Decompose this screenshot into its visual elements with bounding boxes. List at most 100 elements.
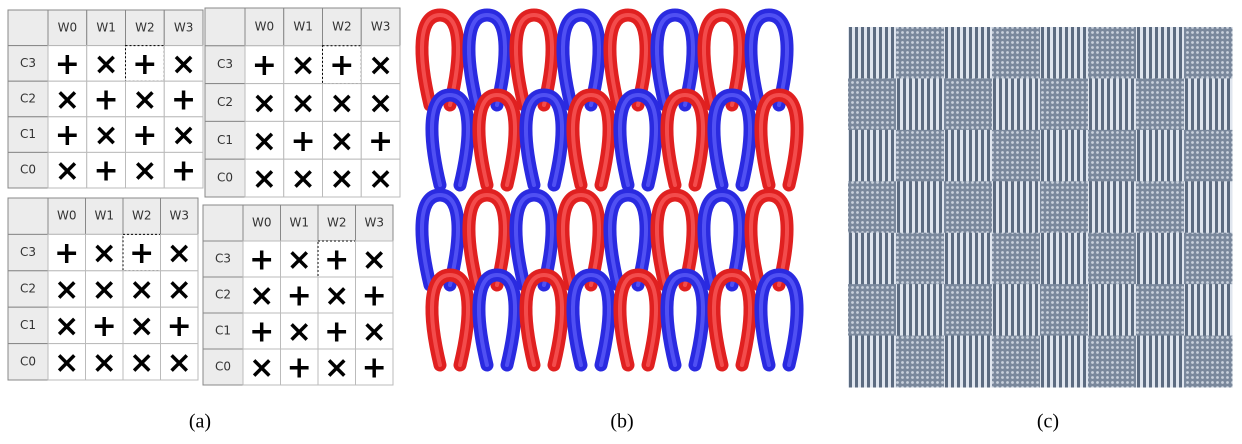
column-header: W2 (327, 216, 347, 230)
row-header: C1 (20, 318, 36, 332)
row-header: C3 (217, 57, 233, 71)
row-header: C0 (20, 163, 36, 177)
fabric-block (1040, 336, 1089, 388)
fabric-block (992, 27, 1041, 79)
cell-symbol: + (129, 236, 154, 271)
cell-symbol: + (167, 309, 192, 344)
fabric-photo (848, 27, 1233, 388)
fabric-block (992, 181, 1041, 233)
column-header: W2 (135, 20, 155, 34)
corner-cell (203, 205, 243, 241)
fabric-block (896, 233, 945, 285)
cell-symbol: × (167, 345, 192, 380)
cell-symbol: × (94, 118, 119, 153)
column-header: W0 (58, 20, 78, 34)
knit-simulation (422, 15, 797, 365)
row-header: C3 (215, 252, 231, 266)
cell-symbol: × (324, 351, 349, 386)
cell-symbol: × (287, 315, 312, 350)
fabric-block (1136, 78, 1185, 130)
cell-symbol: × (249, 279, 274, 314)
column-header: W2 (332, 19, 352, 33)
row-header: C0 (215, 360, 231, 374)
fabric-block (896, 27, 945, 79)
fabric-block (1184, 233, 1233, 285)
column-header: W0 (255, 19, 275, 33)
fabric-block (848, 130, 897, 182)
cell-symbol: × (252, 124, 277, 159)
cell-symbol: × (92, 345, 117, 380)
cell-symbol: × (252, 86, 277, 121)
cell-symbol: × (252, 162, 277, 197)
cell-symbol: × (94, 47, 119, 82)
fabric-block (1088, 27, 1137, 79)
cell-symbol: × (54, 273, 79, 308)
cell-symbol: + (55, 118, 80, 153)
column-header: W0 (57, 209, 77, 223)
fabric-block (1184, 284, 1233, 336)
column-header: W1 (290, 216, 310, 230)
cell-symbol: × (129, 345, 154, 380)
column-header: W3 (170, 209, 190, 223)
fabric-block (848, 78, 897, 130)
cell-symbol: × (129, 309, 154, 344)
cell-symbol: × (368, 48, 393, 83)
fabric-block (992, 78, 1041, 130)
fabric-block (1136, 181, 1185, 233)
cell-symbol: × (54, 345, 79, 380)
fabric-block (1040, 130, 1089, 182)
caption: (b) (610, 411, 633, 433)
cell-symbol: + (287, 279, 312, 314)
fabric-block (944, 130, 993, 182)
cell-symbol: × (129, 273, 154, 308)
cell-symbol: + (94, 154, 119, 189)
column-header: W1 (293, 19, 313, 33)
cell-symbol: + (324, 243, 349, 278)
cell-symbol: × (167, 236, 192, 271)
cell-symbol: + (368, 124, 393, 159)
row-header: C2 (217, 95, 233, 109)
fabric-block (1040, 78, 1089, 130)
fabric-block (1040, 181, 1089, 233)
cell-symbol: + (171, 154, 196, 189)
row-header: C1 (20, 127, 36, 141)
cell-symbol: × (92, 236, 117, 271)
grid-table: W0W1W2W3C3+×+×C2×+×+C1+×+×C0×+×+ (203, 205, 393, 386)
row-header: C1 (215, 324, 231, 338)
cell-symbol: × (132, 154, 157, 189)
fabric-block (896, 130, 945, 182)
fabric-block (848, 284, 897, 336)
cell-symbol: × (291, 162, 316, 197)
fabric-block (848, 233, 897, 285)
fabric-block (848, 181, 897, 233)
cell-symbol: × (291, 48, 316, 83)
cell-symbol: + (324, 315, 349, 350)
cell-symbol: × (362, 243, 387, 278)
figure: W0W1W2W3C3+×+×C2×+×+C1+×+×C0×+×+W0W1W2W3… (0, 0, 1242, 444)
corner-cell (8, 198, 48, 234)
cell-symbol: × (287, 243, 312, 278)
row-header: C0 (20, 354, 36, 368)
cell-symbol: × (132, 83, 157, 118)
fabric-block (1136, 27, 1185, 79)
fabric-block (1136, 284, 1185, 336)
row-header: C2 (20, 92, 36, 106)
row-header: C3 (20, 245, 36, 259)
column-header: W0 (252, 216, 272, 230)
fabric-block (896, 181, 945, 233)
corner-cell (205, 8, 245, 46)
row-header: C1 (217, 133, 233, 147)
fabric-block (944, 336, 993, 388)
fabric-block (1184, 27, 1233, 79)
cell-symbol: + (132, 47, 157, 82)
cell-symbol: × (92, 273, 117, 308)
cell-symbol: × (167, 273, 192, 308)
cell-symbol: + (287, 351, 312, 386)
fabric-block (944, 181, 993, 233)
fabric-block (1088, 78, 1137, 130)
row-header: C3 (20, 56, 36, 70)
cell-symbol: + (291, 124, 316, 159)
cell-symbol: × (324, 279, 349, 314)
cell-symbol: × (329, 86, 354, 121)
